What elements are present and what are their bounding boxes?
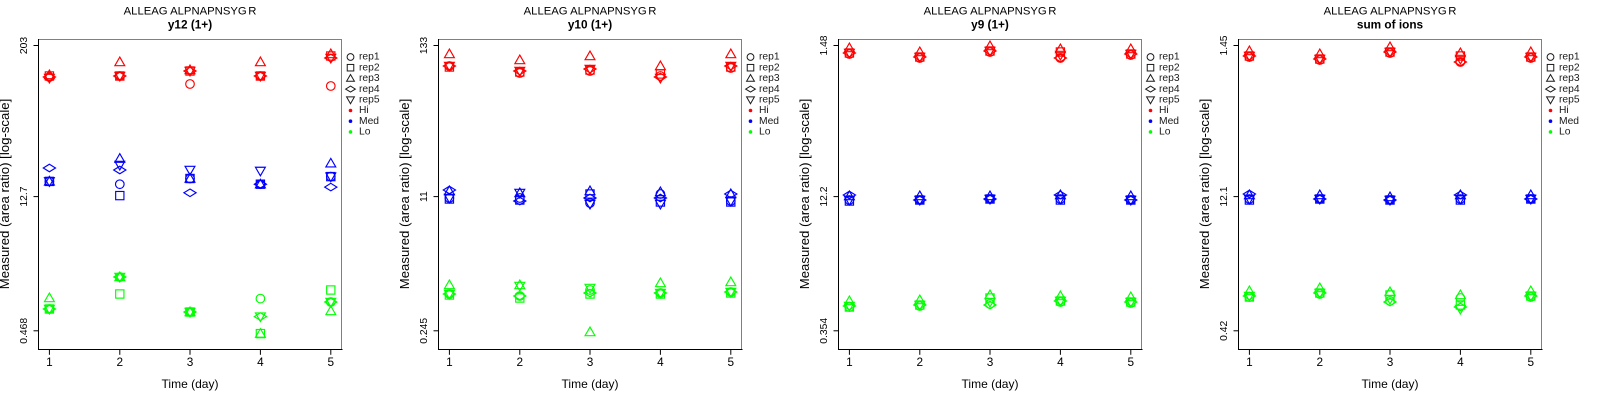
svg-text:Med: Med: [359, 116, 379, 127]
svg-text:1.45: 1.45: [1219, 35, 1230, 55]
svg-text:4: 4: [1457, 355, 1464, 369]
svg-text:Measured (area ratio) [log-sca: Measured (area ratio) [log-scale]: [397, 99, 412, 290]
svg-text:203: 203: [19, 37, 30, 54]
svg-text:Lo: Lo: [1559, 127, 1571, 138]
svg-text:rep4: rep4: [359, 84, 380, 95]
svg-text:Lo: Lo: [1159, 127, 1171, 138]
svg-text:Time (day): Time (day): [962, 377, 1019, 391]
svg-text:rep4: rep4: [1159, 84, 1180, 95]
svg-text:2: 2: [1317, 355, 1324, 369]
svg-text:0.42: 0.42: [1219, 321, 1230, 341]
svg-text:1: 1: [446, 355, 453, 369]
svg-text:12.2: 12.2: [819, 186, 830, 206]
svg-text:Lo: Lo: [359, 127, 371, 138]
svg-text:4: 4: [1057, 355, 1064, 369]
svg-text:12.7: 12.7: [19, 186, 30, 206]
svg-text:rep4: rep4: [759, 84, 780, 95]
svg-text:rep1: rep1: [1559, 52, 1580, 63]
svg-text:Lo: Lo: [759, 127, 771, 138]
svg-text:2: 2: [517, 355, 524, 369]
svg-text:y12 (1+): y12 (1+): [168, 18, 212, 32]
svg-text:rep2: rep2: [1559, 62, 1580, 73]
svg-text:rep2: rep2: [359, 62, 380, 73]
svg-text:5: 5: [328, 355, 335, 369]
svg-text:11: 11: [419, 191, 430, 202]
svg-text:rep1: rep1: [1159, 52, 1180, 63]
svg-text:3: 3: [1387, 355, 1394, 369]
svg-text:0.245: 0.245: [419, 318, 430, 344]
svg-text:rep2: rep2: [759, 62, 780, 73]
svg-text:Time (day): Time (day): [1362, 377, 1419, 391]
svg-text:2: 2: [117, 355, 124, 369]
svg-text:Hi: Hi: [1159, 105, 1169, 116]
svg-text:rep5: rep5: [1159, 95, 1180, 106]
svg-text:Med: Med: [759, 116, 779, 127]
svg-text:sum of ions: sum of ions: [1357, 18, 1424, 32]
svg-text:5: 5: [1528, 355, 1535, 369]
svg-text:Med: Med: [1559, 116, 1579, 127]
svg-text:rep5: rep5: [759, 95, 780, 106]
svg-text:Hi: Hi: [759, 105, 769, 116]
svg-text:4: 4: [657, 355, 664, 369]
svg-text:5: 5: [728, 355, 735, 369]
svg-text:1.48: 1.48: [819, 35, 830, 55]
svg-text:rep4: rep4: [1559, 84, 1580, 95]
svg-text:Time (day): Time (day): [562, 377, 619, 391]
svg-text:rep5: rep5: [1559, 95, 1580, 106]
svg-text:133: 133: [419, 37, 430, 54]
svg-text:rep1: rep1: [359, 52, 380, 63]
svg-text:1: 1: [46, 355, 53, 369]
svg-text:3: 3: [587, 355, 594, 369]
svg-text:rep3: rep3: [1559, 73, 1580, 84]
svg-text:4: 4: [257, 355, 264, 369]
svg-text:1: 1: [1246, 355, 1253, 369]
svg-text:y10 (1+): y10 (1+): [568, 18, 612, 32]
svg-text:5: 5: [1128, 355, 1135, 369]
svg-text:Measured (area ratio) [log-sca: Measured (area ratio) [log-scale]: [0, 99, 12, 290]
svg-text:Hi: Hi: [1559, 105, 1569, 116]
svg-text:3: 3: [187, 355, 194, 369]
svg-text:rep2: rep2: [1159, 62, 1180, 73]
svg-text:rep3: rep3: [759, 73, 780, 84]
svg-text:Measured (area ratio) [log-sca: Measured (area ratio) [log-scale]: [1197, 99, 1212, 290]
svg-text:0.468: 0.468: [19, 318, 30, 344]
svg-text:rep1: rep1: [759, 52, 780, 63]
svg-text:Time (day): Time (day): [162, 377, 219, 391]
svg-text:Measured (area ratio) [log-sca: Measured (area ratio) [log-scale]: [797, 99, 812, 290]
svg-text:y9 (1+): y9 (1+): [971, 18, 1009, 32]
svg-text:Hi: Hi: [359, 105, 369, 116]
svg-text:1: 1: [846, 355, 853, 369]
svg-text:rep3: rep3: [359, 73, 380, 84]
svg-text:rep3: rep3: [1159, 73, 1180, 84]
svg-text:2: 2: [917, 355, 924, 369]
svg-text:3: 3: [987, 355, 994, 369]
svg-text:rep5: rep5: [359, 95, 380, 106]
svg-text:Med: Med: [1159, 116, 1179, 127]
svg-text:0.354: 0.354: [819, 318, 830, 344]
svg-text:12.1: 12.1: [1219, 186, 1230, 206]
